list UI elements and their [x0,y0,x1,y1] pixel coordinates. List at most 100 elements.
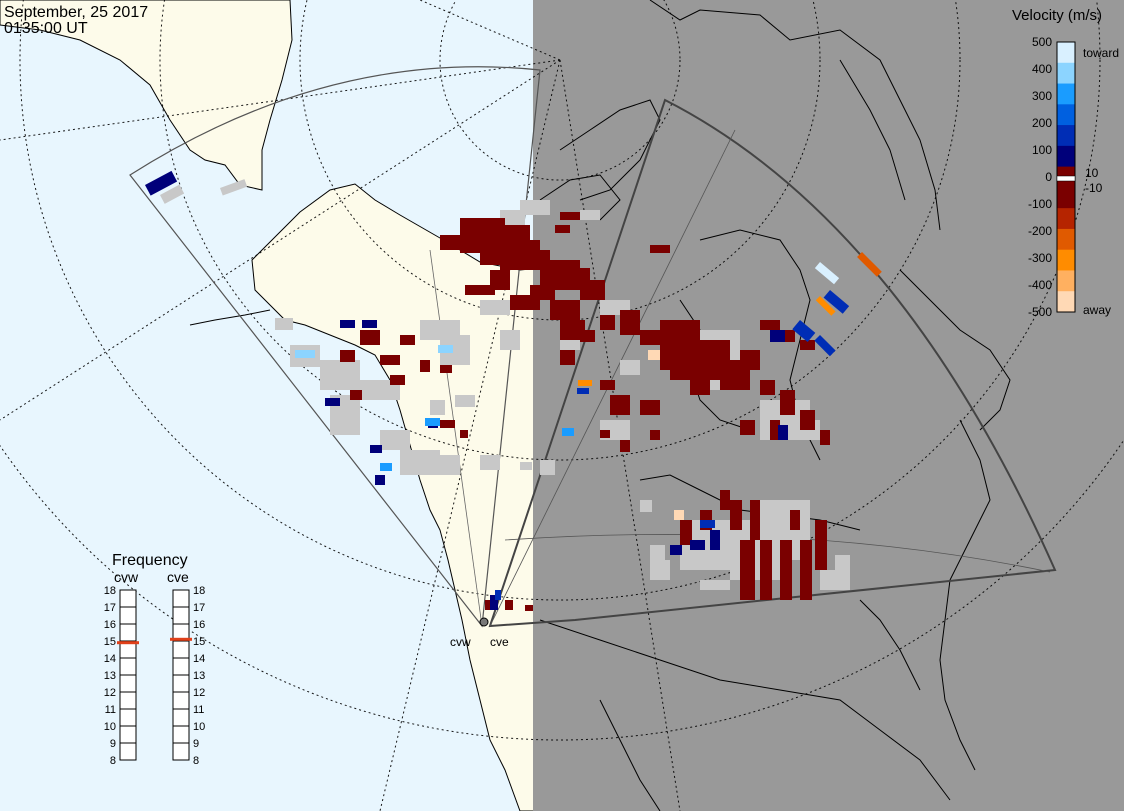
scatter-cell [340,350,355,362]
scatter-cell [440,365,452,373]
scatter-cell [674,510,684,520]
velocity-tick-labels: 500 400 300 200 100 0 -100 -200 -300 -400 -500 [1028,35,1052,319]
scatter-cell [650,245,670,253]
velocity-tick-label: 100 [1032,143,1052,157]
scatter-cell [760,380,775,395]
scatter-cell [525,605,533,611]
scatter-cell [760,540,772,600]
scatter-cell [700,580,730,590]
frequency-scale-cvw: 18 17 16 15 14 13 12 11 10 9 8 [104,585,139,767]
radar-site-marker [479,617,489,627]
scatter-cell [820,430,830,445]
frequency-tick-label: 10 [193,721,205,733]
scatter-cell [562,428,574,436]
scatter-cell [550,300,580,320]
cvw-fov-outline [129,66,541,628]
scatter-cell [560,212,580,220]
frequency-tick-label: 9 [110,738,116,750]
scatter-cell [730,500,742,530]
scatter-cell [455,395,475,407]
frequency-tick-label: 11 [193,704,204,716]
scatter-cell [380,463,392,471]
frequency-tick-label: 15 [104,636,116,648]
scatter-cell [440,420,455,428]
frequency-tick-label: 18 [104,585,116,597]
cve-fov-outline [488,98,1057,628]
scatter-cell [620,310,640,335]
scatter-cell [740,420,755,435]
scatter-cell [800,340,815,350]
scatter-cell [580,280,605,300]
frequency-marker-cve [170,637,192,641]
scatter-cell [770,330,785,342]
frequency-tick-label: 16 [104,619,116,631]
scatter-cell [325,398,340,406]
radar-site-label-cve: cve [490,635,509,649]
scatter-cell [600,315,615,330]
scatter-cell [580,210,600,220]
velocity-tick-label: -500 [1028,305,1052,319]
scatter-cell [370,445,382,453]
frequency-tick-label: 8 [110,755,116,767]
velocity-bar-segment [1057,145,1075,168]
velocity-tick-label: -100 [1028,197,1052,211]
scatter-cell [648,350,660,360]
scatter-cell [780,540,792,600]
scatter-cell [640,500,652,512]
scatter-cell [577,388,589,394]
frequency-scale-cve: 18 17 16 15 14 13 12 11 10 9 8 [170,585,205,767]
scatter-cell [490,595,498,610]
scatter-cell [760,320,780,330]
scatter-cell [680,520,692,545]
scatter-cell [600,380,615,390]
scatter-cell [438,345,453,353]
velocity-legend: Velocity (m/s) 500 400 300 200 100 0 -100 -200 -… [1012,7,1119,319]
scatter-cell [380,430,410,450]
scatter-cell [770,420,780,440]
scatter-cell [792,319,816,343]
velocity-bar-segment [1057,228,1075,251]
velocity-bar-segment [1057,104,1075,126]
velocity-bar-segment [1057,270,1075,292]
frequency-panel: Frequency cvw cve 18 17 16 15 14 13 12 11 10 9 8 1… [104,552,206,767]
land-chukotka [0,0,293,191]
scatter-cell [650,560,670,580]
scatter-cell [465,285,495,295]
scatter-cell [485,600,493,610]
frequency-tick-label: 17 [104,602,116,614]
scatter-cell [823,290,850,314]
scatter-cell [778,425,788,440]
scatter-cell [814,262,840,285]
scatter-cell [710,530,720,550]
velocity-tick-label: -300 [1028,251,1052,265]
frequency-tick-label: 13 [104,670,116,682]
velocity-tick-label: 500 [1032,35,1052,49]
scatter-cell [490,270,510,290]
scatter-cell [505,600,513,610]
scatter-cell [814,335,836,357]
scatter-cell [640,330,660,345]
scatter-cell [540,460,555,475]
scatter-cell [400,335,415,345]
scatter-cell [340,320,355,328]
scatter-cell [620,360,640,375]
scatter-cell [815,520,827,570]
scatter-cell [380,355,400,365]
scatter-cell [610,395,630,415]
scatter-cell [640,400,660,415]
frequency-title: Frequency [112,552,188,569]
frequency-tick-label: 13 [193,670,205,682]
frequency-tick-label: 11 [105,704,116,716]
frequency-tick-label: 14 [193,653,205,665]
velocity-bar-segment [1057,42,1075,64]
scatter-cell [360,330,380,345]
scatter-cell [390,375,405,385]
aleutian-chain [189,309,271,326]
scatter-cell [690,540,705,550]
scatter-cell [350,390,362,400]
velocity-tick-label: -400 [1028,278,1052,292]
scatter-cell [857,252,882,277]
scatter-cell [220,179,248,196]
frequency-tick-label: 12 [104,687,116,699]
velocity-bar-segment [1057,187,1075,209]
